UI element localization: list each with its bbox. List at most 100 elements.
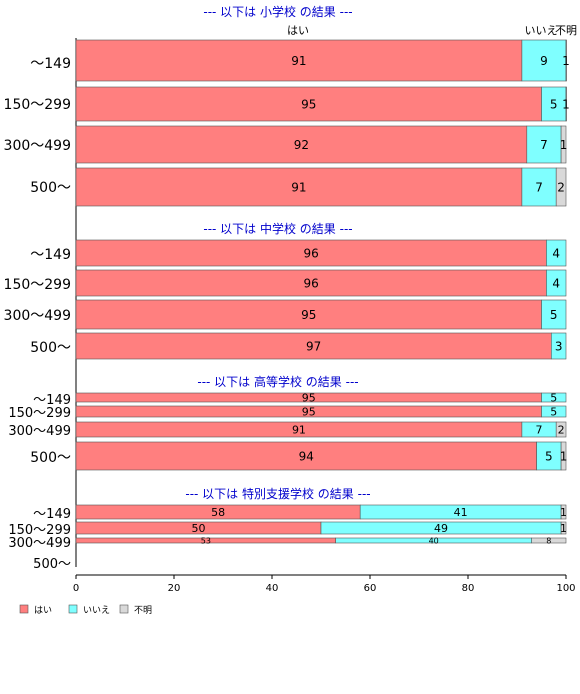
category-label: ～149 bbox=[33, 507, 71, 522]
data-label: 53 bbox=[201, 536, 211, 545]
data-label: 41 bbox=[454, 506, 468, 519]
data-label: 5 bbox=[550, 391, 557, 404]
legend-swatch-no bbox=[68, 604, 78, 614]
x-tick-label: 20 bbox=[168, 583, 181, 594]
data-label: 4 bbox=[552, 276, 560, 290]
data-label: 94 bbox=[299, 449, 314, 463]
x-tick-label: 40 bbox=[266, 583, 279, 594]
bar-no bbox=[541, 392, 567, 403]
x-tick-label: 80 bbox=[462, 583, 475, 594]
bar-unknown bbox=[560, 441, 567, 471]
data-label: 5 bbox=[545, 449, 553, 463]
data-label: 91 bbox=[291, 54, 306, 68]
data-label: 50 bbox=[192, 522, 206, 535]
bar-unknown bbox=[565, 86, 567, 122]
category-label: 300～499 bbox=[8, 536, 71, 551]
bar-no bbox=[521, 167, 557, 207]
category-label: 300～499 bbox=[4, 138, 71, 154]
data-label: 5 bbox=[550, 97, 558, 111]
category-label: ～149 bbox=[30, 56, 71, 72]
data-label: 91 bbox=[292, 423, 306, 436]
category-label: 150～299 bbox=[4, 97, 71, 113]
data-label: 58 bbox=[211, 506, 225, 519]
category-label: 300～499 bbox=[8, 424, 71, 439]
category-label: 150～299 bbox=[4, 277, 71, 293]
x-tick-label: 60 bbox=[364, 583, 377, 594]
bar-unknown bbox=[560, 504, 567, 520]
column-header-yes: はい bbox=[287, 24, 309, 37]
bar-yes bbox=[75, 269, 547, 297]
category-label: 500～ bbox=[33, 557, 71, 572]
legend-label-unknown: 不明 bbox=[134, 605, 152, 616]
section-title: --- 以下は 高等学校 の結果 --- bbox=[197, 374, 358, 389]
bar-unknown bbox=[560, 125, 567, 164]
data-label: 1 bbox=[562, 54, 570, 68]
data-label: 1 bbox=[562, 97, 570, 111]
data-label: 95 bbox=[302, 391, 316, 404]
category-label: 500～ bbox=[30, 180, 71, 196]
data-label: 1 bbox=[560, 138, 568, 152]
legend-swatch-unknown bbox=[119, 604, 129, 614]
bar-yes bbox=[75, 441, 537, 471]
bar-unknown bbox=[560, 521, 567, 535]
bar-no bbox=[541, 299, 567, 330]
bar-no bbox=[521, 39, 567, 82]
data-label: 96 bbox=[304, 246, 319, 260]
bar-no bbox=[536, 441, 562, 471]
data-label: 91 bbox=[291, 180, 306, 194]
data-label: 49 bbox=[434, 522, 448, 535]
bar-no bbox=[541, 86, 567, 122]
bar-no bbox=[550, 332, 567, 360]
data-label: 7 bbox=[540, 138, 548, 152]
bar-yes bbox=[75, 299, 542, 330]
category-label: 500～ bbox=[30, 450, 71, 466]
category-label: ～149 bbox=[30, 247, 71, 263]
bar-no bbox=[526, 125, 562, 164]
section-title: --- 以下は 中学校 の結果 --- bbox=[203, 221, 352, 236]
section-title: --- 以下は 小学校 の結果 --- bbox=[203, 4, 352, 19]
data-label: 7 bbox=[535, 180, 543, 194]
bar-unknown bbox=[555, 167, 567, 207]
bar-yes bbox=[75, 125, 528, 164]
data-label: 2 bbox=[557, 180, 565, 194]
legend-swatch-yes bbox=[19, 604, 29, 614]
bar-yes bbox=[75, 39, 523, 82]
category-label: 500～ bbox=[30, 340, 71, 356]
legend-label-yes: はい bbox=[34, 605, 52, 616]
category-label: 150～299 bbox=[8, 406, 71, 421]
data-label: 3 bbox=[555, 339, 563, 353]
bar-no bbox=[541, 405, 567, 418]
bar-unknown bbox=[531, 537, 567, 544]
bar-yes bbox=[75, 332, 552, 360]
data-label: 92 bbox=[294, 138, 309, 152]
data-label: 9 bbox=[540, 54, 548, 68]
data-label: 40 bbox=[429, 536, 439, 545]
legend-label-no: いいえ bbox=[83, 605, 110, 616]
x-tick-label: 0 bbox=[73, 583, 79, 594]
bar-no bbox=[546, 269, 567, 297]
bar-unknown bbox=[565, 39, 567, 82]
bar-yes bbox=[75, 167, 523, 207]
bar-no bbox=[546, 239, 567, 267]
x-tick-label: 100 bbox=[556, 583, 575, 594]
bar-unknown bbox=[555, 421, 567, 438]
data-label: 1 bbox=[560, 522, 567, 535]
data-label: 96 bbox=[304, 276, 319, 290]
section-title: --- 以下は 特別支援学校 の結果 --- bbox=[185, 486, 370, 501]
data-label: 97 bbox=[306, 339, 321, 353]
bar-yes bbox=[75, 86, 542, 122]
data-label: 95 bbox=[302, 405, 316, 418]
data-label: 4 bbox=[552, 246, 560, 260]
column-header-unknown: 不明 bbox=[555, 24, 577, 37]
data-label: 1 bbox=[560, 506, 567, 519]
data-label: 8 bbox=[546, 536, 551, 545]
category-label: 150～299 bbox=[8, 523, 71, 538]
column-header-no: いいえ bbox=[525, 24, 558, 37]
data-label: 7 bbox=[536, 423, 543, 436]
category-label: ～149 bbox=[33, 393, 71, 408]
data-label: 2 bbox=[558, 423, 565, 436]
data-label: 95 bbox=[301, 308, 316, 322]
data-label: 1 bbox=[560, 449, 568, 463]
category-label: 300～499 bbox=[4, 308, 71, 324]
